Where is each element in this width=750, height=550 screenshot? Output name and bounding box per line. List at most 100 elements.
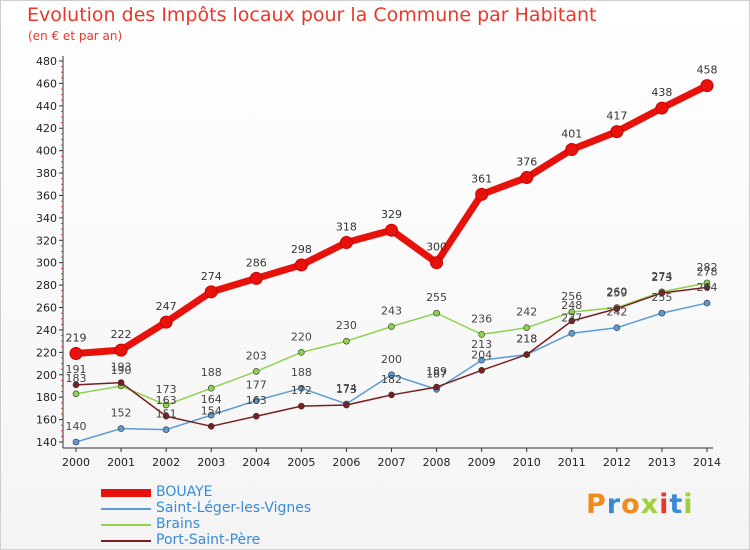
data-point: [385, 223, 398, 237]
x-tick-label: 2014: [693, 456, 721, 469]
x-tick-label: 2010: [513, 456, 541, 469]
data-point: [433, 309, 440, 317]
data-point: [700, 79, 714, 93]
data-label: 163: [246, 394, 267, 407]
data-point: [252, 412, 260, 420]
data-point: [703, 299, 711, 307]
y-tick-label: 160: [36, 414, 57, 427]
y-tick-label: 480: [36, 55, 57, 68]
data-label: 242: [606, 306, 627, 319]
data-label: 204: [471, 348, 492, 361]
y-tick-label: 280: [36, 279, 57, 292]
data-label: 182: [381, 373, 402, 386]
data-point: [162, 412, 170, 420]
data-label: 236: [471, 312, 492, 325]
data-point: [294, 258, 308, 272]
data-label: 260: [606, 286, 627, 299]
x-tick-label: 2012: [603, 456, 631, 469]
data-point: [703, 284, 711, 291]
legend-label: Brains: [156, 516, 200, 532]
data-point: [343, 337, 350, 345]
data-point: [475, 187, 489, 201]
logo-letter: o: [621, 489, 641, 520]
data-label: 376: [516, 156, 537, 169]
data-point: [159, 315, 173, 329]
data-label: 318: [336, 221, 357, 234]
data-point: [343, 401, 350, 409]
chart-subtitle: (en € et par an): [28, 29, 123, 43]
logo-letter: P: [586, 489, 607, 520]
data-point: [610, 125, 624, 139]
data-label: 154: [201, 404, 222, 417]
data-point: [207, 384, 215, 392]
data-label: 172: [291, 384, 312, 397]
y-tick-label: 300: [36, 257, 57, 270]
data-label: 255: [651, 291, 672, 304]
data-label: 213: [471, 338, 492, 351]
y-tick-label: 260: [36, 302, 57, 315]
y-tick-label: 360: [36, 189, 57, 202]
data-label: 255: [426, 291, 447, 304]
y-tick-label: 180: [36, 391, 57, 404]
x-tick-label: 2005: [287, 456, 315, 469]
data-label: 173: [156, 383, 177, 396]
data-point: [478, 366, 485, 374]
chart-title: Evolution des Impôts locaux pour la Comm…: [27, 4, 597, 26]
data-label: 237: [561, 311, 582, 324]
x-tick-label: 2013: [648, 456, 676, 469]
data-point: [72, 390, 80, 398]
data-point: [72, 438, 80, 446]
data-point: [298, 402, 305, 410]
x-tick-label: 2007: [378, 456, 406, 469]
data-label: 274: [201, 270, 222, 283]
data-label: 174: [336, 382, 357, 395]
data-label: 188: [201, 366, 222, 379]
logo-letter: i: [683, 489, 694, 520]
data-label: 190: [111, 364, 132, 377]
data-point: [388, 391, 395, 399]
data-point: [207, 411, 215, 419]
data-label: 274: [651, 270, 672, 283]
data-label: 282: [697, 261, 718, 274]
data-label: 329: [381, 208, 402, 221]
data-label: 140: [66, 420, 87, 433]
data-label: 173: [336, 383, 357, 396]
data-label: 256: [561, 290, 582, 303]
data-label: 438: [651, 86, 672, 99]
data-label: 183: [66, 372, 87, 385]
data-point: [252, 368, 260, 375]
data-point: [114, 343, 128, 357]
logo-letter: r: [606, 489, 622, 520]
data-point: [655, 101, 669, 115]
x-tick-label: 2011: [558, 456, 586, 469]
data-label: 417: [606, 110, 627, 123]
data-point: [72, 381, 80, 389]
y-tick-label: 320: [36, 234, 57, 247]
data-label: 248: [561, 299, 582, 312]
data-label: 300: [426, 241, 447, 254]
legend-label: BOUAYE: [156, 484, 213, 500]
data-point: [388, 323, 395, 330]
data-point: [249, 271, 263, 285]
data-label: 189: [426, 365, 447, 378]
data-point: [478, 331, 485, 338]
y-tick-label: 400: [36, 145, 57, 158]
data-point: [568, 308, 576, 316]
data-label: 163: [156, 394, 177, 407]
data-point: [478, 356, 485, 364]
data-label: 187: [426, 367, 447, 380]
data-label: 273: [651, 271, 672, 284]
data-label: 218: [516, 333, 537, 346]
proxiti-logo: Proxiti: [586, 489, 694, 520]
legend-label: Port-Saint-Père: [156, 532, 261, 548]
data-point: [162, 401, 170, 409]
data-label: 247: [156, 300, 177, 313]
data-label: 401: [561, 128, 582, 141]
data-point: [298, 349, 305, 356]
data-label: 203: [246, 349, 267, 362]
data-point: [69, 346, 83, 360]
x-tick-label: 2006: [332, 456, 360, 469]
data-point: [520, 171, 534, 185]
legend-swatch: [101, 540, 151, 542]
